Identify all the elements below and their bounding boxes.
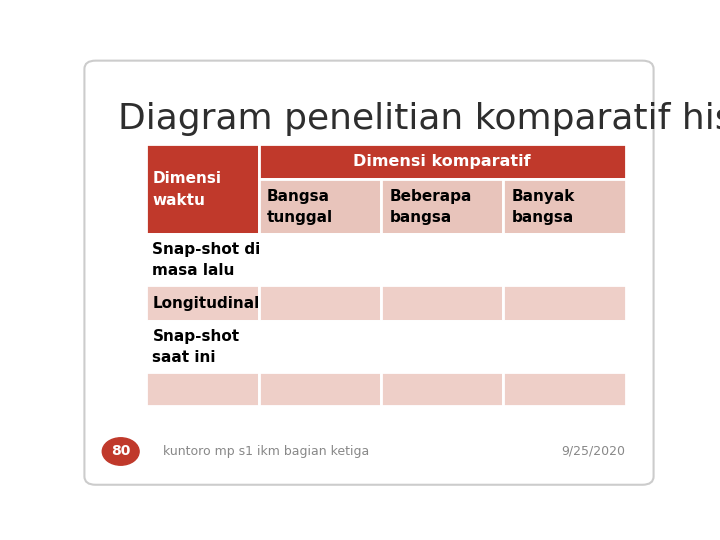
Text: Longitudinal: Longitudinal	[153, 295, 260, 310]
FancyBboxPatch shape	[145, 144, 258, 234]
Circle shape	[102, 438, 139, 465]
FancyBboxPatch shape	[145, 372, 258, 406]
Text: Banyak
bangsa: Banyak bangsa	[512, 189, 575, 225]
FancyBboxPatch shape	[381, 234, 503, 285]
FancyBboxPatch shape	[503, 179, 626, 234]
Text: 9/25/2020: 9/25/2020	[562, 445, 626, 458]
FancyBboxPatch shape	[503, 321, 626, 372]
Text: Beberapa
bangsa: Beberapa bangsa	[390, 189, 472, 225]
Text: Dimensi komparatif: Dimensi komparatif	[354, 154, 531, 169]
Text: kuntoro mp s1 ikm bagian ketiga: kuntoro mp s1 ikm bagian ketiga	[163, 445, 369, 458]
FancyBboxPatch shape	[258, 179, 381, 234]
FancyBboxPatch shape	[258, 321, 381, 372]
FancyBboxPatch shape	[381, 321, 503, 372]
FancyBboxPatch shape	[381, 372, 503, 406]
FancyBboxPatch shape	[258, 234, 381, 285]
FancyBboxPatch shape	[258, 144, 626, 179]
FancyBboxPatch shape	[145, 321, 258, 372]
FancyBboxPatch shape	[258, 285, 381, 321]
FancyBboxPatch shape	[145, 234, 258, 285]
Text: Dimensi
waktu: Dimensi waktu	[153, 171, 222, 208]
FancyBboxPatch shape	[258, 372, 381, 406]
Text: 80: 80	[111, 444, 130, 458]
Text: Diagram penelitian komparatif historis: Diagram penelitian komparatif historis	[118, 102, 720, 136]
FancyBboxPatch shape	[381, 179, 503, 234]
FancyBboxPatch shape	[503, 285, 626, 321]
FancyBboxPatch shape	[503, 372, 626, 406]
FancyBboxPatch shape	[84, 60, 654, 485]
Text: Snap-shot
saat ini: Snap-shot saat ini	[153, 328, 240, 364]
FancyBboxPatch shape	[381, 285, 503, 321]
FancyBboxPatch shape	[145, 285, 258, 321]
FancyBboxPatch shape	[503, 234, 626, 285]
Text: Bangsa
tunggal: Bangsa tunggal	[267, 189, 333, 225]
Text: Snap-shot di
masa lalu: Snap-shot di masa lalu	[153, 242, 261, 278]
